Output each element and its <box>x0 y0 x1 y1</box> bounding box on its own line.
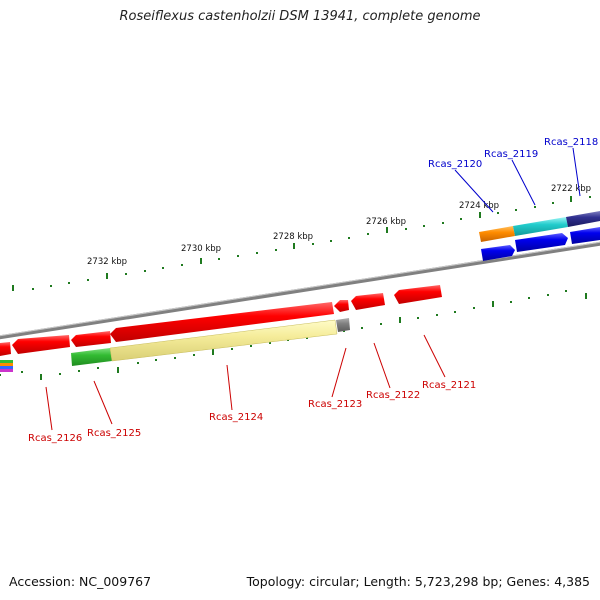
forward-gene-blue-2[interactable] <box>515 233 568 252</box>
gene-rcas-2122-feature[interactable] <box>351 293 385 310</box>
gene-rcas-2124-feature-top[interactable] <box>110 302 334 342</box>
scale-label-2722: 2722 kbp <box>551 184 591 194</box>
scale-label-2726: 2726 kbp <box>366 217 406 227</box>
gene-label-rcas-2124[interactable]: Rcas_2124 <box>209 412 263 423</box>
gene-rcas-2118-feature[interactable] <box>566 211 600 227</box>
gene-rcas-2120-feature[interactable] <box>479 226 515 242</box>
gene-rcas-2123-feature-top[interactable] <box>334 300 349 312</box>
map-title: Roseiflexus castenholzii DSM 13941, comp… <box>119 9 481 24</box>
gene-label-rcas-2122[interactable]: Rcas_2122 <box>366 390 420 401</box>
scale-label-2724: 2724 kbp <box>459 201 499 211</box>
gene-rcas-2121-feature[interactable] <box>394 285 442 304</box>
accession-text: Accession: NC_009767 <box>9 574 152 589</box>
genome-backbone <box>0 241 600 340</box>
outer-scale-ticks <box>12 196 591 291</box>
forward-gene-blue-3[interactable] <box>570 227 600 244</box>
gene-left-edge-multi[interactable] <box>0 360 13 363</box>
gene-rcas-2125-feature-bottom[interactable] <box>71 348 112 366</box>
forward-strand-genes <box>479 211 600 261</box>
gene-rcas-2126-feature[interactable] <box>12 335 70 354</box>
forward-gene-blue-1[interactable] <box>481 245 515 261</box>
scale-label-2728: 2728 kbp <box>273 232 313 242</box>
gene-label-rcas-2119[interactable]: Rcas_2119 <box>484 149 538 160</box>
genome-info-text: Topology: circular; Length: 5,723,298 bp… <box>246 574 590 589</box>
reverse-strand-genes <box>0 285 442 372</box>
gene-rcas-2119-feature[interactable] <box>513 217 568 236</box>
gene-label-rcas-2126[interactable]: Rcas_2126 <box>28 433 82 444</box>
gene-rcas-2124-feature-bottom[interactable] <box>109 319 338 362</box>
gene-label-rcas-2120[interactable]: Rcas_2120 <box>428 159 482 170</box>
gene-label-rcas-2125[interactable]: Rcas_2125 <box>87 428 141 439</box>
gene-rcas-2123-feature-bottom[interactable] <box>336 318 350 332</box>
scale-label-2730: 2730 kbp <box>181 244 221 254</box>
gene-rcas-2125-feature-top[interactable] <box>71 331 111 347</box>
gene-label-rcas-2118[interactable]: Rcas_2118 <box>544 137 598 148</box>
gene-label-rcas-2123[interactable]: Rcas_2123 <box>308 399 362 410</box>
label-leader-lines <box>45 147 581 431</box>
gene-left-edge-red[interactable] <box>0 342 11 356</box>
scale-label-2732: 2732 kbp <box>87 257 127 267</box>
gene-label-rcas-2121[interactable]: Rcas_2121 <box>422 380 476 391</box>
